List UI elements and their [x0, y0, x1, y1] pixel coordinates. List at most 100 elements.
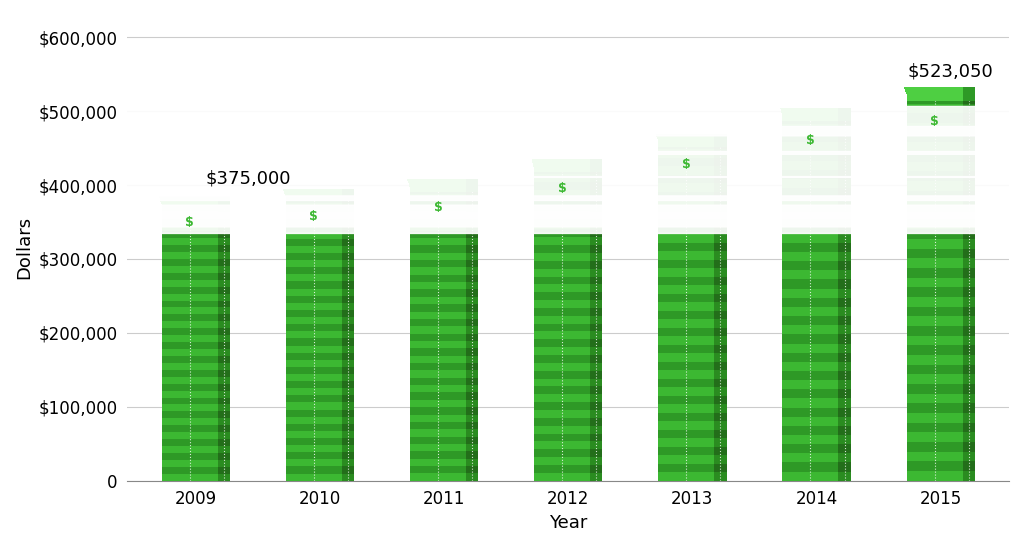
Bar [217, 266, 229, 273]
Bar [535, 198, 590, 206]
Bar [466, 238, 478, 246]
Bar [714, 413, 726, 421]
Bar [590, 300, 602, 308]
Bar [466, 260, 478, 267]
Bar [466, 473, 478, 481]
Bar [162, 467, 217, 474]
Bar [342, 467, 354, 474]
Bar [906, 162, 963, 171]
Bar [162, 259, 217, 266]
Bar [535, 276, 590, 284]
Bar [963, 297, 975, 307]
Bar [963, 191, 975, 200]
Bar [590, 465, 602, 473]
Bar [342, 189, 354, 191]
Bar [657, 137, 714, 139]
Bar [535, 214, 590, 222]
Bar [658, 472, 714, 481]
Bar [658, 336, 714, 345]
Bar [839, 113, 851, 115]
Bar [906, 94, 963, 104]
Bar [658, 311, 714, 319]
Bar [782, 353, 839, 362]
Bar [217, 342, 229, 349]
Bar [658, 387, 714, 395]
Bar [410, 458, 466, 466]
Bar [342, 339, 354, 346]
Bar [286, 225, 342, 232]
Bar [590, 379, 602, 387]
Bar [410, 415, 466, 422]
Bar [217, 383, 229, 391]
Bar [590, 190, 602, 198]
Bar [904, 89, 963, 90]
Bar [535, 457, 590, 465]
Bar [658, 174, 714, 183]
Bar [466, 348, 478, 356]
Bar [535, 300, 590, 308]
Bar [839, 124, 851, 133]
Bar [839, 142, 851, 152]
Bar [658, 438, 714, 447]
Bar [839, 371, 851, 380]
Bar [839, 243, 851, 252]
Bar [906, 307, 963, 316]
Bar [658, 370, 714, 379]
Bar [286, 367, 342, 374]
Bar [466, 312, 478, 319]
Bar [658, 395, 714, 404]
Bar [535, 222, 590, 229]
Bar [658, 135, 714, 147]
Bar [286, 260, 342, 267]
Bar [963, 345, 975, 355]
Bar [535, 387, 590, 394]
Bar [410, 275, 466, 282]
Bar [162, 307, 217, 315]
Bar [410, 473, 466, 481]
Circle shape [0, 177, 1024, 201]
Bar [782, 371, 839, 380]
Bar [342, 395, 354, 403]
Bar [410, 400, 466, 407]
Bar [590, 347, 602, 355]
Bar [963, 307, 975, 316]
Bar [217, 370, 229, 377]
Bar [963, 200, 975, 210]
Bar [839, 316, 851, 325]
Bar [906, 432, 963, 442]
Bar [906, 152, 963, 162]
Bar [342, 196, 354, 203]
Bar [535, 339, 590, 347]
Bar [782, 142, 839, 152]
Bar [535, 426, 590, 434]
Bar [162, 432, 217, 439]
Bar [286, 303, 342, 310]
Bar [162, 335, 217, 342]
Bar [714, 135, 726, 147]
Bar [286, 353, 342, 360]
Bar [658, 251, 714, 260]
Bar [963, 171, 975, 181]
Bar [963, 87, 975, 101]
Bar [714, 336, 726, 345]
Bar [590, 355, 602, 363]
Bar [286, 403, 342, 410]
Bar [590, 229, 602, 237]
Bar [342, 410, 354, 417]
Bar [342, 360, 354, 367]
Bar [656, 135, 714, 137]
Bar [408, 179, 466, 181]
Bar [410, 370, 466, 378]
Bar [162, 453, 217, 460]
Bar [906, 423, 963, 432]
Bar [590, 165, 602, 166]
Bar [162, 411, 217, 418]
Bar [590, 363, 602, 371]
Bar [286, 211, 342, 218]
Bar [534, 165, 590, 166]
Bar [410, 437, 466, 444]
Bar [590, 339, 602, 347]
Bar [714, 149, 726, 158]
Bar [286, 282, 342, 289]
Bar [590, 214, 602, 222]
